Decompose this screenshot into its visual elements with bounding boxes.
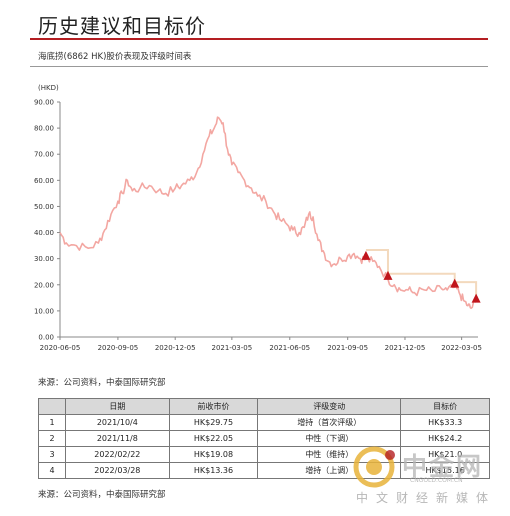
y-tick-label: 0.00 (38, 334, 54, 342)
y-tick-label: 10.00 (34, 307, 54, 315)
rating-marker (471, 293, 481, 303)
x-tick-label: 2021-12-05 (385, 344, 426, 352)
table-header-cell (38, 398, 66, 415)
table-row: 1 2021/10/4 HK$29.75 增持（首次评级） HK$33.3 (38, 414, 490, 431)
watermark-tagline: 中文财经新媒体 (356, 491, 497, 505)
table-cell: HK$24.2 (400, 430, 490, 447)
table-cell: 2022/02/22 (65, 446, 170, 463)
rating-table: 日期 前收市价 评级变动 目标价 1 2021/10/4 HK$29.75 增持（首次评级）… (38, 398, 490, 479)
x-tick-label: 2020-12-05 (155, 344, 196, 352)
table-cell: HK$13.36 (168, 462, 259, 479)
x-tick-label: 2021-09-05 (327, 344, 368, 352)
chart-subtitle: 海底捞(6862 HK)股价表现及评级时间表 (38, 52, 192, 62)
x-tick-label: 2020-09-05 (98, 344, 139, 352)
rating-marker (450, 278, 460, 288)
table-cell: HK$21.0 (400, 446, 490, 463)
subtitle-divider (30, 66, 488, 67)
table-header-cell: 日期 (65, 398, 170, 415)
chart-source: 来源：公司资料，中泰国际研究部 (38, 378, 166, 388)
x-tick-label: 2022-03-05 (441, 344, 482, 352)
table-cell: 1 (38, 414, 66, 431)
table-cell: 2021/11/8 (65, 430, 170, 447)
table-header-cell: 目标价 (400, 398, 490, 415)
table-row: 4 2022/03/28 HK$13.36 增持（上调） HK$15.16 (38, 462, 490, 479)
rating-markers (361, 250, 481, 303)
table-header: 日期 前收市价 评级变动 目标价 (38, 398, 490, 415)
y-tick-label: 80.00 (34, 125, 54, 133)
table-cell: HK$33.3 (400, 414, 490, 431)
x-tick-label: 2020-06-05 (40, 344, 81, 352)
x-tick-label: 2021-03-05 (212, 344, 253, 352)
table-cell: 中性（下调） (257, 430, 402, 447)
y-tick-label: 50.00 (34, 203, 54, 211)
table-header-cell: 前收市价 (168, 398, 259, 415)
chart-axes: (HKD) 0.00 10.00 20.00 30.00 40.00 50.00 60.00 7… (34, 84, 482, 352)
table-cell: 增持（首次评级） (257, 414, 402, 431)
table-cell: HK$22.05 (168, 430, 259, 447)
y-tick-label: 60.00 (34, 177, 54, 185)
table-cell: 2021/10/4 (65, 414, 170, 431)
x-tick-label: 2021-06-05 (269, 344, 310, 352)
page-title: 历史建议和目标价 (38, 14, 206, 38)
price-line (59, 116, 477, 310)
y-tick-label: 30.00 (34, 255, 54, 263)
rating-marker (361, 250, 371, 260)
table-body: 1 2021/10/4 HK$29.75 增持（首次评级） HK$33.3 2 2021/1… (38, 414, 490, 479)
title-divider (30, 38, 488, 40)
table-cell: 3 (38, 446, 66, 463)
table-cell: 4 (38, 462, 66, 479)
table-source: 来源：公司资料，中泰国际研究部 (38, 490, 166, 500)
table-cell: HK$29.75 (168, 414, 259, 431)
table-cell: HK$19.08 (168, 446, 259, 463)
price-chart: (HKD) 0.00 10.00 20.00 30.00 40.00 50.00 60.00 7… (34, 84, 482, 352)
y-axis-label: (HKD) (38, 84, 59, 92)
table-cell: 增持（上调） (257, 462, 402, 479)
y-tick-label: 20.00 (34, 281, 54, 289)
price-series (59, 116, 477, 310)
table-cell: 2022/03/28 (65, 462, 170, 479)
table-cell: HK$15.16 (400, 462, 490, 479)
table-cell: 2 (38, 430, 66, 447)
table-cell: 中性（维持） (257, 446, 402, 463)
y-tick-label: 70.00 (34, 151, 54, 159)
rating-marker (383, 270, 393, 280)
table-header-cell: 评级变动 (257, 398, 402, 415)
table-row: 3 2022/02/22 HK$19.08 中性（维持） HK$21.0 (38, 446, 490, 463)
table-row: 2 2021/11/8 HK$22.05 中性（下调） HK$24.2 (38, 430, 490, 447)
y-tick-label: 40.00 (34, 229, 54, 237)
y-tick-label: 90.00 (34, 99, 54, 107)
